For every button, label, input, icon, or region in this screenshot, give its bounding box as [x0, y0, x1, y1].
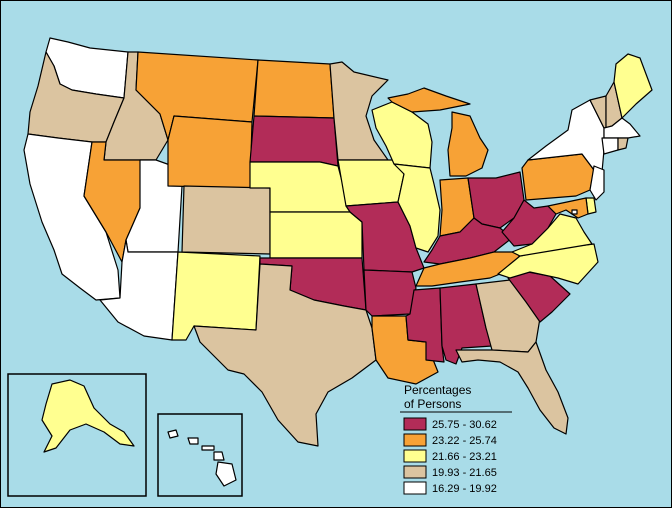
state-hi-group	[167, 429, 237, 487]
legend-label-1: 25.75 - 30.62	[432, 419, 497, 431]
state-mi-lower	[447, 111, 489, 177]
state-hi-kauai	[167, 429, 179, 439]
state-mn	[329, 61, 389, 161]
state-ia	[337, 159, 405, 207]
state-ri	[617, 137, 629, 151]
state-hi-maui	[213, 451, 225, 461]
legend-swatch-4	[403, 465, 427, 479]
state-dc	[571, 209, 578, 215]
state-fl	[455, 341, 569, 435]
state-mi-upper	[387, 87, 471, 113]
legend-items: 25.75 - 30.62 23.22 - 25.74 21.66 - 23.21 1…	[403, 417, 497, 495]
legend-title-line2: of Persons	[404, 397, 461, 411]
state-ar	[363, 269, 417, 317]
state-wy	[167, 115, 253, 189]
state-sd	[249, 115, 339, 167]
state-nd	[253, 59, 335, 119]
legend-label-3: 21.66 - 23.21	[432, 451, 497, 463]
state-me	[613, 53, 653, 119]
state-md	[547, 197, 589, 219]
state-ks	[269, 211, 363, 259]
state-hi-molokai	[201, 445, 215, 451]
state-pa	[521, 153, 595, 201]
state-hi-oahu	[187, 437, 199, 445]
legend-label-2: 23.22 - 25.74	[432, 435, 497, 447]
state-hi-big	[215, 461, 237, 487]
state-nm	[171, 251, 261, 341]
state-ak	[41, 379, 135, 453]
legend-title-line1: Percentages	[404, 383, 471, 397]
state-az	[99, 239, 179, 341]
legend-swatch-3	[403, 449, 427, 463]
state-tx	[193, 263, 377, 447]
legend-swatch-5	[403, 481, 427, 495]
state-co	[181, 185, 271, 255]
state-il	[393, 163, 441, 253]
legend-label-4: 19.93 - 21.65	[432, 467, 497, 479]
state-nj	[589, 165, 605, 201]
legend-label-5: 16.29 - 19.92	[432, 483, 497, 495]
legend-swatch-2	[403, 433, 427, 447]
legend-swatch-1	[403, 417, 427, 431]
legend: Percentages of Persons 25.75 - 30.62 23.2…	[400, 383, 512, 495]
